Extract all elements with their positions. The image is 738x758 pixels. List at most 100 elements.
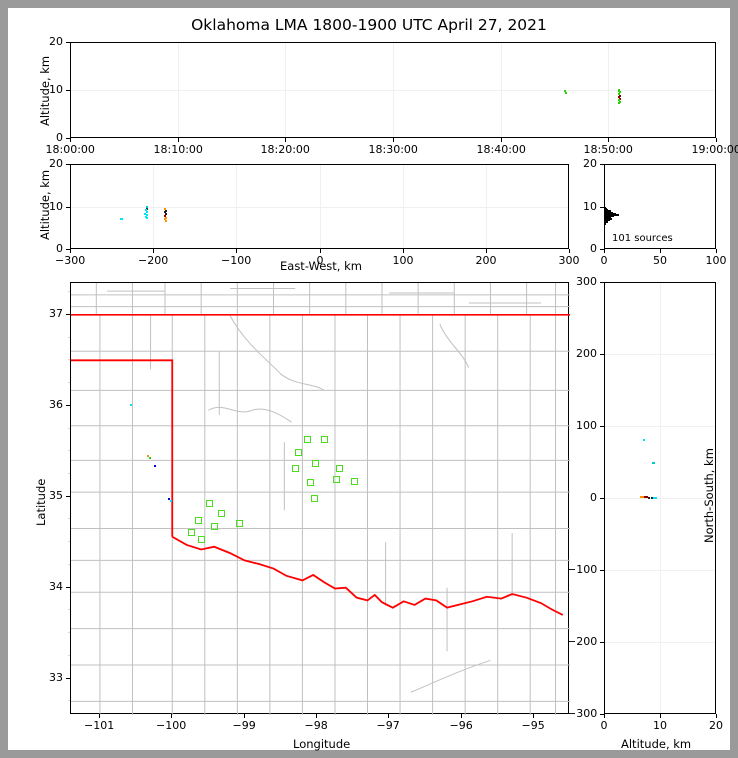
xtick bbox=[403, 249, 404, 253]
xtick bbox=[178, 138, 179, 142]
ytick bbox=[66, 90, 70, 91]
map-ylabel: Latitude bbox=[34, 478, 48, 526]
ytick bbox=[66, 314, 70, 315]
source-point bbox=[168, 498, 171, 501]
north-south-xlabel: Altitude, km bbox=[621, 737, 692, 751]
source-point bbox=[652, 462, 655, 465]
lma-station-marker bbox=[312, 460, 320, 468]
map-panel[interactable] bbox=[70, 282, 569, 714]
ytick-label: 10 bbox=[49, 200, 63, 213]
ytick bbox=[600, 642, 604, 643]
source-point bbox=[618, 99, 621, 102]
river bbox=[208, 406, 292, 423]
xtick bbox=[716, 249, 717, 253]
xtick bbox=[153, 249, 154, 253]
source-point bbox=[163, 218, 166, 221]
xtick bbox=[316, 714, 317, 718]
map-xlabel: Longitude bbox=[293, 737, 351, 751]
figure-title: Oklahoma LMA 1800-1900 UTC April 27, 202… bbox=[191, 16, 547, 34]
ytick bbox=[600, 164, 604, 165]
ytick-minor bbox=[68, 359, 70, 360]
xtick-label: 18:10:00 bbox=[153, 143, 203, 156]
ytick-minor bbox=[68, 428, 70, 429]
gridline-x bbox=[153, 165, 154, 248]
source-point bbox=[639, 495, 642, 498]
ytick-label: 0 bbox=[590, 242, 597, 255]
ytick-label: 0 bbox=[590, 491, 597, 504]
ytick bbox=[66, 249, 70, 250]
lma-station-marker bbox=[195, 516, 203, 524]
ytick-minor bbox=[68, 609, 70, 610]
north-south-ylabel: North-South, km bbox=[702, 448, 716, 543]
ytick-minor bbox=[68, 337, 70, 338]
source-point bbox=[145, 205, 148, 208]
xtick-label: −95 bbox=[521, 719, 545, 732]
source-point bbox=[619, 100, 622, 103]
xtick-label: 0 bbox=[600, 719, 608, 732]
histogram-bar bbox=[604, 214, 619, 216]
source-point bbox=[145, 214, 148, 217]
source-point bbox=[564, 91, 567, 94]
histogram-bar bbox=[604, 215, 615, 217]
xtick bbox=[604, 714, 605, 718]
xtick bbox=[461, 714, 462, 718]
ytick-minor bbox=[68, 473, 70, 474]
source-point bbox=[650, 497, 653, 499]
ytick-label: 300 bbox=[576, 275, 597, 288]
ytick-label: 37 bbox=[49, 307, 63, 320]
oklahoma-panhandle-border bbox=[71, 359, 174, 537]
ytick-label: 20 bbox=[49, 35, 63, 48]
source-point bbox=[163, 211, 166, 214]
ytick-label: 20 bbox=[49, 157, 63, 170]
source-point bbox=[154, 464, 157, 467]
xtick-label: −98 bbox=[304, 719, 328, 732]
lma-station-marker bbox=[307, 479, 315, 487]
ytick bbox=[66, 496, 70, 497]
ytick bbox=[600, 570, 604, 571]
gridline-y bbox=[605, 426, 715, 427]
xtick-label: 18:20:00 bbox=[260, 143, 310, 156]
source-point bbox=[163, 214, 166, 217]
source-point bbox=[143, 212, 146, 215]
xtick-label: 200 bbox=[475, 254, 497, 267]
time-height-ylabel: Altitude, km bbox=[38, 55, 52, 126]
histogram-bar bbox=[604, 212, 613, 214]
ytick bbox=[66, 164, 70, 165]
xtick-label: 300 bbox=[558, 254, 580, 267]
source-point bbox=[147, 454, 150, 457]
xtick bbox=[70, 249, 71, 253]
ytick bbox=[66, 678, 70, 679]
source-point bbox=[648, 497, 651, 499]
ytick-minor bbox=[68, 450, 70, 451]
xtick-label: 0 bbox=[600, 254, 608, 267]
altitude-histogram-panel[interactable] bbox=[604, 164, 716, 249]
lma-station-marker bbox=[206, 499, 214, 507]
source-point bbox=[149, 456, 152, 459]
xtick bbox=[70, 138, 71, 142]
xtick bbox=[608, 138, 609, 142]
xtick bbox=[388, 714, 389, 718]
xtick-label: −99 bbox=[232, 719, 256, 732]
source-point bbox=[146, 208, 149, 211]
ytick bbox=[66, 42, 70, 43]
lma-station-marker bbox=[303, 435, 311, 443]
ytick-minor bbox=[68, 700, 70, 701]
ytick bbox=[600, 282, 604, 283]
ytick bbox=[66, 138, 70, 139]
ytick-label: 10 bbox=[583, 200, 597, 213]
source-point bbox=[643, 496, 646, 499]
lma-station-marker bbox=[235, 519, 243, 527]
source-point bbox=[618, 91, 621, 94]
source-point bbox=[144, 209, 147, 212]
histogram-bar bbox=[604, 222, 607, 224]
xtick bbox=[501, 138, 502, 142]
ytick-minor bbox=[68, 564, 70, 565]
histogram-bar bbox=[604, 213, 617, 215]
source-point bbox=[642, 439, 645, 442]
xtick-label: 100 bbox=[705, 254, 727, 267]
ytick-minor bbox=[68, 632, 70, 633]
ytick bbox=[600, 714, 604, 715]
source-point bbox=[652, 497, 655, 499]
east-west-xlabel: East-West, km bbox=[280, 259, 362, 273]
ytick bbox=[600, 426, 604, 427]
